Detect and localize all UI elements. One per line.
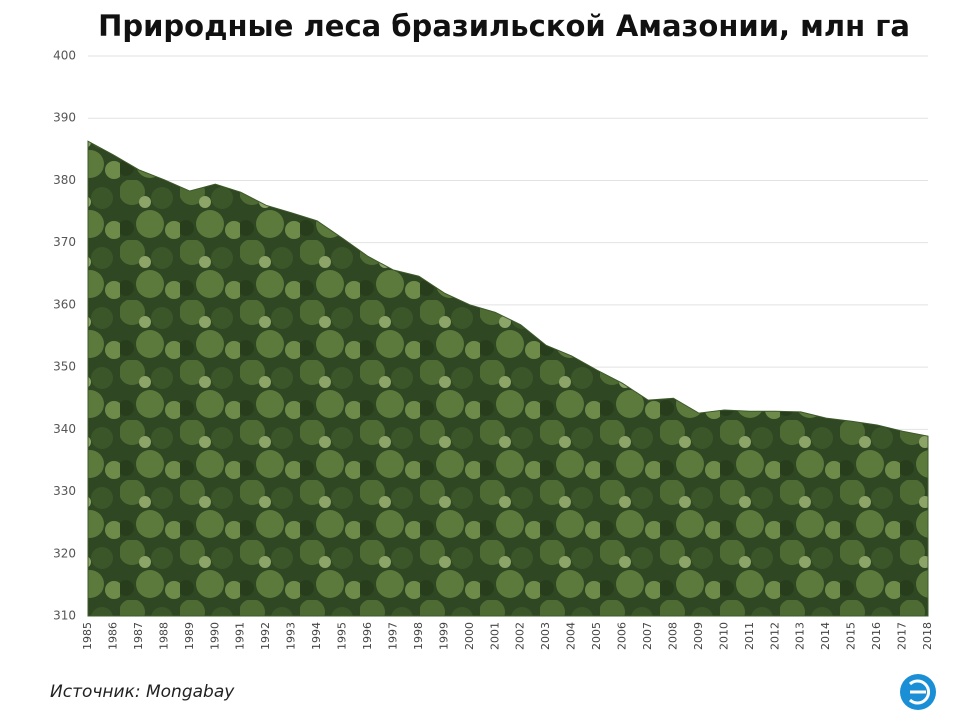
x-tick-label: 1994 <box>310 622 323 650</box>
x-tick-label: 2004 <box>565 622 578 650</box>
x-tick-label: 2012 <box>768 622 781 650</box>
x-tick-label: 2013 <box>794 622 807 650</box>
x-tick-label: 2007 <box>641 622 654 650</box>
x-tick-label: 1995 <box>336 622 349 650</box>
x-tick-label: 2016 <box>870 622 883 650</box>
x-tick-label: 1989 <box>183 622 196 650</box>
y-tick-label: 330 <box>53 484 76 498</box>
x-tick-label: 1987 <box>132 622 145 650</box>
x-tick-label: 2009 <box>692 622 705 650</box>
x-tick-label: 1999 <box>437 622 450 650</box>
x-tick-label: 2017 <box>896 622 909 650</box>
y-tick-label: 380 <box>53 173 76 187</box>
x-tick-label: 1996 <box>361 622 374 650</box>
x-tick-label: 1998 <box>412 622 425 650</box>
x-tick-label: 2003 <box>539 622 552 650</box>
x-tick-label: 2006 <box>616 622 629 650</box>
x-tick-label: 1997 <box>386 622 399 650</box>
x-tick-label: 1991 <box>234 622 247 650</box>
x-tick-label: 2000 <box>463 622 476 650</box>
y-tick-label: 340 <box>53 422 76 436</box>
x-tick-label: 2018 <box>921 622 934 650</box>
y-tick-label: 370 <box>53 235 76 249</box>
x-tick-label: 1993 <box>285 622 298 650</box>
x-tick-label: 1992 <box>259 622 272 650</box>
y-tick-label: 390 <box>53 111 76 125</box>
x-tick-label: 1990 <box>208 622 221 650</box>
x-tick-label: 2001 <box>488 622 501 650</box>
x-tick-label: 1986 <box>106 622 119 650</box>
x-tick-label: 2015 <box>845 622 858 650</box>
y-tick-label: 320 <box>53 546 76 560</box>
y-tick-label: 350 <box>53 360 76 374</box>
x-tick-label: 2002 <box>514 622 527 650</box>
forest-area <box>87 140 929 617</box>
x-tick-label: 1985 <box>81 622 94 650</box>
x-tick-label: 1988 <box>157 622 170 650</box>
x-tick-label: 2010 <box>717 622 730 650</box>
chart-title: Природные леса бразильской Амазонии, млн… <box>98 9 910 43</box>
y-tick-label: 360 <box>53 297 76 311</box>
y-tick-label: 400 <box>53 49 76 63</box>
source: Источник: Mongabay <box>50 682 235 702</box>
logo <box>900 674 936 710</box>
y-tick-label: 310 <box>53 609 76 623</box>
x-tick-label: 2011 <box>743 622 756 650</box>
x-tick-label: 2014 <box>819 622 832 650</box>
x-tick-label: 2008 <box>666 622 679 650</box>
x-tick-label: 2005 <box>590 622 603 650</box>
